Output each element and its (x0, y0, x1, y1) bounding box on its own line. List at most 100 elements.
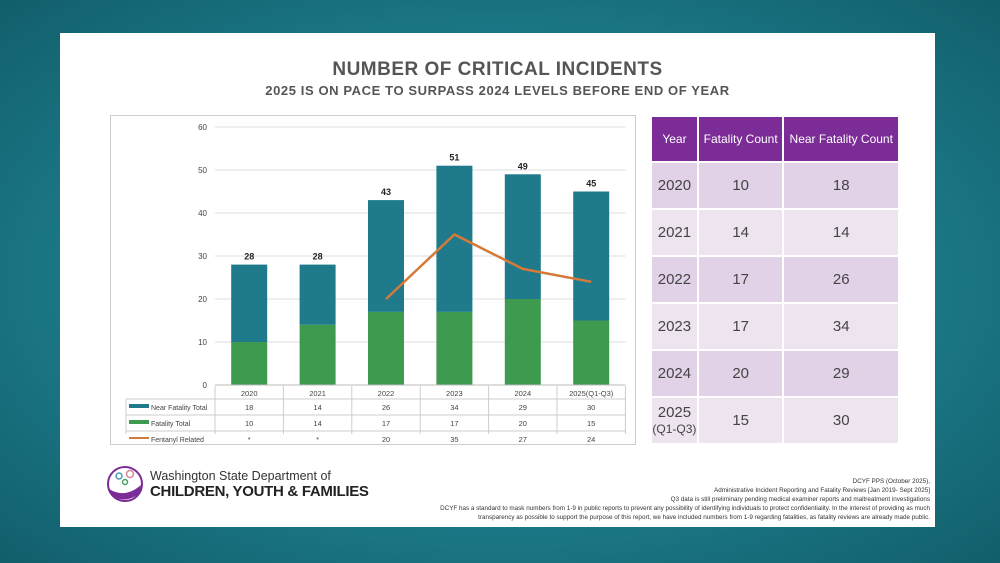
logo-line2: CHILDREN, YOUTH & FAMILIES (150, 482, 369, 500)
dcyf-logo: Washington State Department of CHILDREN,… (106, 465, 369, 503)
data-table-cell: 27 (519, 435, 527, 444)
source-line: Administrative Incident Reporting and Fa… (714, 487, 930, 494)
year-text: 2025 (657, 403, 692, 421)
bar-fatality (504, 299, 541, 385)
table-row: 2022 17 26 (652, 255, 900, 302)
data-table-cell: 18 (245, 403, 253, 412)
header-fatality: Fatality Count (698, 117, 785, 161)
data-table-cell: 20 (382, 435, 390, 444)
data-table-cell: 26 (382, 403, 390, 412)
y-tick-label: 40 (198, 209, 207, 218)
stacked-bar-chart: 0 10 20 30 40 50 60 28 28 43 51 49 45 2020 2021 2022 202… (110, 115, 636, 448)
table-row: 2023 17 34 (652, 302, 900, 349)
year-sub: (Q1-Q3) (652, 421, 697, 436)
bar-near-fatality (368, 200, 404, 312)
table-row: 2025 (Q1-Q3) 15 30 (652, 396, 900, 443)
legend-label: Fatality Total (151, 421, 191, 428)
total-label: 51 (449, 153, 459, 163)
page-subtitle: 2025 IS ON PACE TO SURPASS 2024 LEVELS B… (265, 83, 730, 98)
y-tick-label: 20 (198, 295, 207, 304)
family-logo-icon (107, 466, 143, 502)
cell-near-fatality: 34 (784, 302, 900, 349)
bar-fatality (299, 324, 336, 385)
y-tick-label: 50 (198, 166, 207, 175)
cell-year: 2023 (652, 302, 699, 349)
data-table-cell: 14 (313, 403, 321, 412)
data-table-cell: 29 (519, 403, 527, 412)
slide: NUMBER OF CRITICAL INCIDENTS 2025 IS ON … (60, 33, 935, 527)
x-tick-label: 2022 (378, 389, 395, 398)
source-line: DCYF PPS (October 2025), (852, 478, 930, 485)
logo-line1: Washington State Department of (150, 468, 331, 483)
cell-near-fatality: 26 (784, 255, 900, 302)
data-table-cell: 30 (587, 403, 595, 412)
cell-year: 2021 (652, 208, 699, 255)
y-tick-label: 0 (203, 381, 208, 390)
data-table-cell: 34 (450, 403, 458, 412)
year-text: 2024 (657, 364, 692, 382)
bar-near-fatality (573, 191, 610, 321)
cell-near-fatality: 30 (784, 396, 900, 443)
table-row: 2024 20 29 (652, 349, 900, 396)
data-table-cell: 24 (587, 435, 595, 444)
legend-swatch (129, 420, 149, 424)
data-table-cell: 35 (450, 435, 458, 444)
x-tick-label: 2020 (241, 389, 258, 398)
data-table-cell: 20 (519, 419, 527, 428)
total-label: 28 (313, 252, 323, 262)
bar-near-fatality (436, 165, 473, 312)
source-notes: DCYF PPS (October 2025), Administrative … (90, 477, 930, 522)
data-table-cell: 17 (450, 419, 458, 428)
source-line: Q3 data is still preliminary pending med… (670, 496, 930, 503)
incident-table: Year Fatality Count Near Fatality Count … (652, 117, 900, 443)
data-table-cell: 10 (245, 419, 253, 428)
data-table-cell: * (248, 435, 251, 444)
header-year: Year (652, 117, 699, 161)
total-label: 45 (586, 179, 596, 189)
bar-fatality (231, 342, 268, 385)
y-tick-label: 10 (198, 338, 207, 347)
cell-year: 2025 (Q1-Q3) (652, 396, 699, 443)
data-table-cell: 17 (382, 419, 390, 428)
legend-swatch (129, 404, 149, 408)
cell-year: 2020 (652, 161, 699, 208)
bar-near-fatality (231, 264, 268, 342)
bar-fatality (368, 311, 404, 385)
data-table-cell: 15 (587, 419, 595, 428)
cell-fatality: 17 (698, 255, 785, 302)
cell-near-fatality: 14 (784, 208, 900, 255)
year-text: 2022 (657, 270, 692, 288)
source-line: DCYF has a standard to mask numbers from… (440, 505, 930, 512)
bar-near-fatality (504, 174, 541, 299)
line-fentanyl (385, 232, 592, 300)
total-label: 43 (381, 187, 391, 197)
year-text: 2020 (657, 176, 692, 194)
cell-fatality: 10 (698, 161, 785, 208)
cell-fatality: 15 (698, 396, 785, 443)
bar-fatality (436, 311, 473, 385)
year-text: 2021 (657, 223, 692, 241)
data-table-cell: 14 (313, 419, 321, 428)
total-label: 28 (244, 252, 254, 262)
legend-label: Fentanyl Related (151, 437, 204, 444)
cell-fatality: 20 (698, 349, 785, 396)
bar-near-fatality (299, 264, 336, 325)
cell-fatality: 14 (698, 208, 785, 255)
page-title: NUMBER OF CRITICAL INCIDENTS (332, 59, 663, 80)
x-tick-label: 2024 (514, 389, 531, 398)
y-tick-label: 60 (198, 123, 207, 132)
year-text: 2023 (657, 317, 692, 335)
header-near-fatality: Near Fatality Count (784, 117, 900, 161)
data-table-cell: * (316, 435, 319, 444)
cell-year: 2024 (652, 349, 699, 396)
table-row: 2020 10 18 (652, 161, 900, 208)
x-tick-label: 2023 (446, 389, 463, 398)
source-line: transparency as possible to support the … (478, 514, 930, 521)
total-label: 49 (518, 161, 528, 171)
cell-year: 2022 (652, 255, 699, 302)
cell-near-fatality: 29 (784, 349, 900, 396)
x-tick-label: 2021 (309, 389, 326, 398)
table-row: 2021 14 14 (652, 208, 900, 255)
x-tick-label: 2025(Q1-Q3) (569, 389, 614, 398)
